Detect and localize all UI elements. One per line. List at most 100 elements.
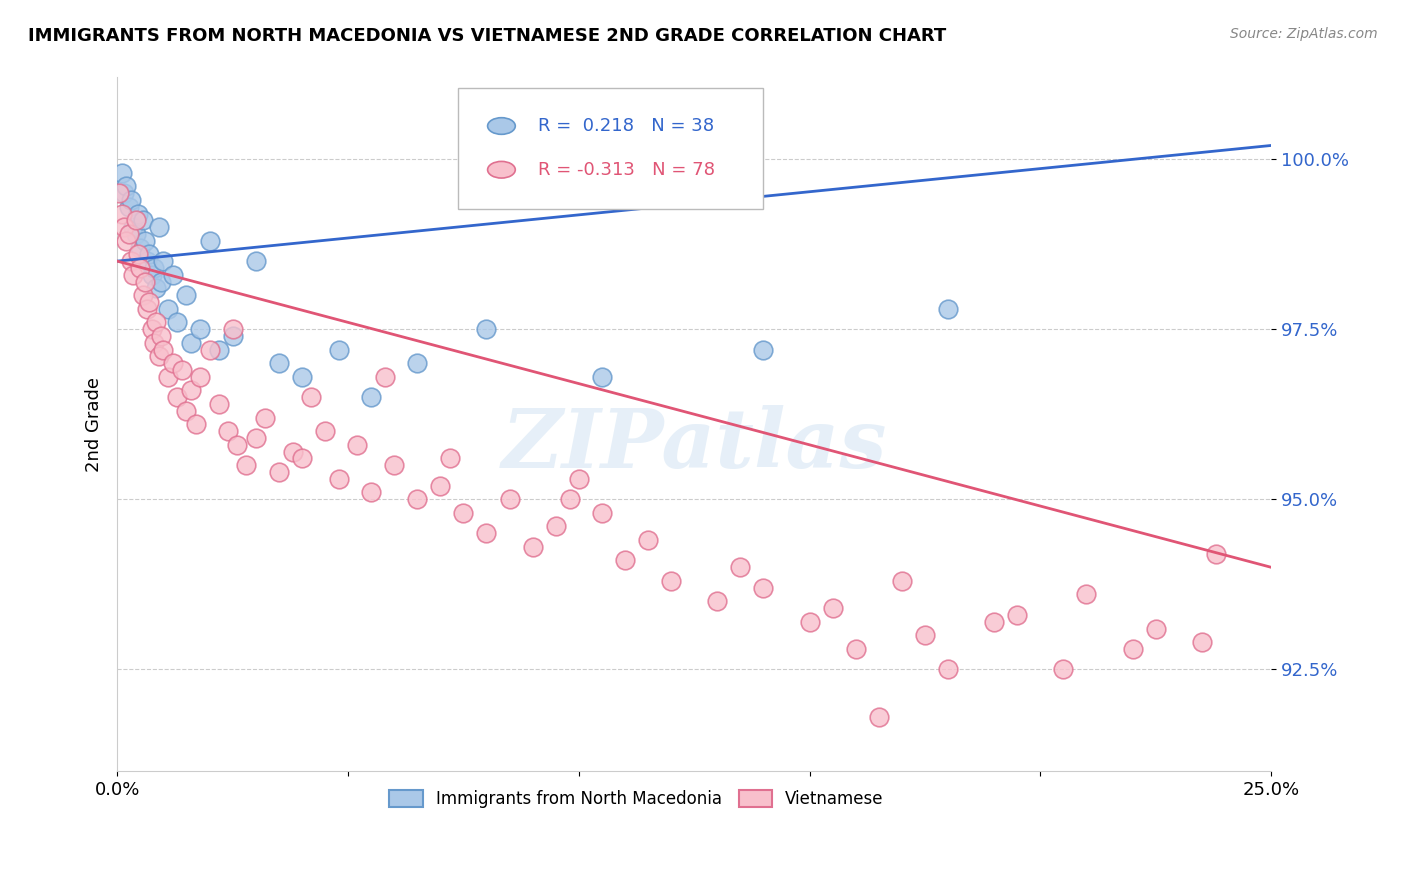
Point	[1144, 622, 1167, 636]
Point	[730, 560, 752, 574]
Point	[112, 186, 135, 200]
Point	[145, 281, 167, 295]
Point	[558, 492, 581, 507]
Point	[156, 301, 179, 316]
Point	[141, 322, 163, 336]
Point	[170, 363, 193, 377]
Point	[1076, 587, 1098, 601]
Point	[299, 390, 322, 404]
Point	[120, 193, 142, 207]
Point	[152, 254, 174, 268]
Point	[267, 465, 290, 479]
Text: R = -0.313   N = 78: R = -0.313 N = 78	[538, 161, 716, 178]
Point	[122, 220, 145, 235]
Point	[544, 519, 567, 533]
Point	[1191, 635, 1213, 649]
Point	[659, 574, 682, 588]
Point	[382, 458, 405, 473]
Point	[346, 438, 368, 452]
Point	[914, 628, 936, 642]
Point	[983, 615, 1005, 629]
Point	[162, 356, 184, 370]
Point	[156, 369, 179, 384]
Point	[591, 369, 613, 384]
Point	[188, 322, 211, 336]
Point	[166, 315, 188, 329]
Point	[124, 227, 146, 241]
Point	[235, 458, 257, 473]
Point	[226, 438, 249, 452]
Point	[136, 254, 159, 268]
Point	[150, 275, 173, 289]
Point	[180, 384, 202, 398]
Point	[129, 240, 152, 254]
Point	[115, 234, 138, 248]
Point	[111, 166, 134, 180]
Point	[475, 322, 498, 336]
Text: Source: ZipAtlas.com: Source: ZipAtlas.com	[1230, 27, 1378, 41]
Point	[245, 431, 267, 445]
Point	[131, 213, 153, 227]
Legend: Immigrants from North Macedonia, Vietnamese: Immigrants from North Macedonia, Vietnam…	[382, 783, 890, 815]
Point	[131, 288, 153, 302]
Point	[111, 206, 134, 220]
Point	[184, 417, 207, 432]
Point	[122, 268, 145, 282]
Point	[118, 227, 141, 241]
Point	[406, 492, 429, 507]
Point	[360, 390, 382, 404]
FancyBboxPatch shape	[457, 87, 763, 210]
Point	[217, 424, 239, 438]
Point	[1205, 547, 1227, 561]
Point	[124, 213, 146, 227]
Point	[198, 343, 221, 357]
Point	[522, 540, 544, 554]
Point	[208, 397, 231, 411]
Point	[613, 553, 636, 567]
Circle shape	[488, 161, 515, 178]
Point	[127, 206, 149, 220]
Point	[799, 615, 821, 629]
Point	[890, 574, 912, 588]
Point	[129, 260, 152, 275]
Point	[439, 451, 461, 466]
Point	[108, 186, 131, 200]
Point	[221, 322, 243, 336]
Point	[115, 179, 138, 194]
Point	[453, 506, 475, 520]
Point	[568, 472, 591, 486]
Point	[208, 343, 231, 357]
Point	[134, 275, 156, 289]
Point	[498, 492, 520, 507]
Point	[845, 641, 868, 656]
Point	[406, 356, 429, 370]
Point	[141, 268, 163, 282]
Point	[1005, 607, 1028, 622]
Point	[281, 444, 304, 458]
Point	[176, 404, 198, 418]
Point	[148, 220, 170, 235]
Point	[429, 478, 451, 492]
Point	[162, 268, 184, 282]
Point	[134, 234, 156, 248]
Text: ZIPatlas: ZIPatlas	[502, 405, 887, 485]
Point	[138, 295, 160, 310]
Point	[291, 369, 314, 384]
Point	[936, 662, 959, 676]
Point	[198, 234, 221, 248]
Point	[188, 369, 211, 384]
Point	[328, 472, 350, 486]
Point	[1122, 641, 1144, 656]
Point	[138, 247, 160, 261]
Point	[475, 526, 498, 541]
Point	[143, 260, 166, 275]
Point	[118, 200, 141, 214]
Point	[752, 581, 775, 595]
Point	[637, 533, 659, 547]
Point	[221, 329, 243, 343]
Point	[328, 343, 350, 357]
Point	[152, 343, 174, 357]
Point	[145, 315, 167, 329]
Point	[291, 451, 314, 466]
Point	[821, 601, 844, 615]
